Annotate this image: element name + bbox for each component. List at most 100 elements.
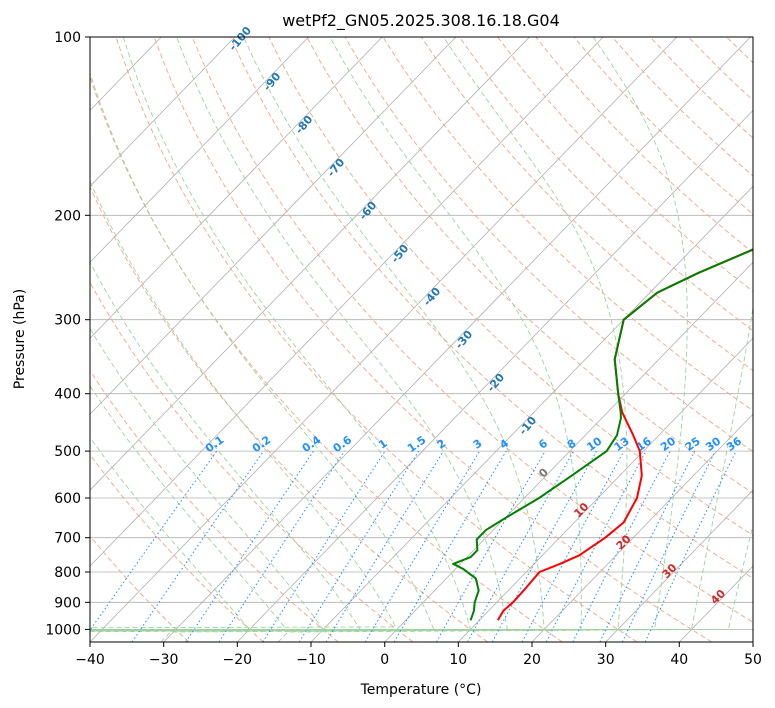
moist-adiabat-label: -10 [516, 414, 539, 438]
moist-adiabat-line [90, 37, 582, 632]
moist-adiabat-line [90, 180, 397, 629]
x-tick-label: 30 [597, 652, 615, 668]
dry-adiabat-label: 40 [708, 587, 728, 607]
mixing-ratio-line [185, 450, 314, 642]
y-tick-label: 800 [54, 565, 81, 581]
moist-adiabat-label: -70 [325, 156, 348, 180]
y-tick-label: 500 [54, 444, 81, 460]
y-tick-label: 400 [54, 387, 81, 403]
mixing-ratio-label: 2 [435, 437, 449, 452]
mixing-ratio-line [599, 450, 696, 642]
isotherm-line [90, 37, 383, 339]
moist-adiabat-line [90, 71, 435, 631]
isotherm-line [90, 37, 236, 187]
temperature-profile-line [496, 248, 753, 621]
x-tick-label: −20 [223, 652, 253, 668]
moist-adiabat-line [90, 37, 628, 632]
dry-adiabat-line [90, 185, 488, 642]
dry-adiabat-line [688, 37, 753, 101]
mixing-ratio-line [90, 450, 218, 632]
dry-adiabat-line [90, 535, 190, 642]
y-tick-label: 900 [54, 595, 81, 611]
dry-adiabat-line [344, 37, 753, 453]
chart-title: wetPf2_GN05.2025.308.16.18.G04 [282, 11, 560, 31]
mixing-ratio-line [545, 450, 647, 642]
mixing-ratio-line [325, 450, 444, 642]
isotherm-line [237, 109, 753, 642]
moist-adiabat-line [90, 37, 688, 633]
moist-adiabat-label: -90 [261, 70, 284, 94]
dry-adiabat-line [726, 37, 753, 64]
isotherm-line [605, 489, 753, 642]
isotherm-line [752, 641, 753, 642]
moist-adiabat-line [90, 436, 251, 631]
isotherm-line [458, 337, 753, 642]
moist-adiabat-label: -20 [484, 371, 507, 395]
x-tick-label: 20 [523, 652, 541, 668]
moist-adiabat-line [277, 523, 753, 642]
mixing-ratio-line [435, 450, 546, 642]
mixing-ratio-label: 0.4 [300, 433, 324, 455]
y-tick-label: 700 [54, 531, 81, 547]
isotherm-line [384, 261, 753, 642]
mixing-ratio-line [131, 450, 265, 642]
axis-ticks: −40 −30 −20 −10 0 10 20 30 40 5010020030040050060… [45, 30, 762, 668]
mixing-ratio-label: 3 [471, 437, 485, 452]
x-axis-label: Temperature (°C) [360, 682, 482, 698]
dry-adiabat-line [191, 37, 753, 623]
mixing-ratio-line [218, 450, 345, 642]
dry-adiabat-line [420, 37, 753, 372]
y-axis-label: Pressure (hPa) [12, 289, 28, 389]
dry-adiabat-line [765, 37, 775, 642]
dry-adiabat-line [153, 37, 712, 642]
mixing-ratio-label: 6 [536, 437, 550, 452]
isotherm-line [163, 37, 751, 642]
moist-adiabat-label: -40 [421, 285, 444, 309]
dry-adiabat-line [90, 369, 339, 642]
moist-adiabat-label: -50 [389, 242, 412, 266]
dry-adiabat-line [90, 281, 414, 642]
mixing-ratio-line [364, 450, 481, 642]
dry-adiabat-line [649, 37, 753, 139]
y-tick-label: 1000 [45, 622, 81, 638]
dry-adiabat-line [535, 37, 753, 254]
isotherm-line [90, 37, 678, 642]
dry-adiabat-label: 10 [571, 500, 591, 520]
mixing-ratio-label: 1.5 [405, 433, 428, 455]
x-tick-label: 10 [449, 652, 467, 668]
moist-adiabat-line [90, 385, 288, 631]
isotherm-line [531, 413, 753, 642]
dewpoint-profile-line [452, 248, 753, 621]
y-tick-label: 300 [54, 313, 81, 329]
dry-adiabat-line [90, 75, 563, 642]
moist-adiabat-label: -100 [226, 24, 254, 54]
isotherm-line [90, 37, 604, 567]
y-tick-label: 600 [54, 491, 81, 507]
moist-adiabat-label: -30 [453, 328, 476, 352]
moist-adiabat-line [90, 37, 508, 632]
dry-adiabat-line [497, 37, 753, 292]
mixing-ratio-label: 0.6 [331, 433, 355, 455]
dry-adiabat-label: 20 [614, 532, 634, 552]
x-tick-label: −10 [296, 652, 326, 668]
x-tick-label: −30 [149, 652, 179, 668]
profile-lines [452, 248, 753, 621]
mixing-ratio-label: 4 [497, 437, 511, 452]
x-tick-label: 50 [744, 652, 762, 668]
y-tick-label: 100 [54, 30, 81, 46]
y-tick-label: 200 [54, 208, 81, 224]
mixing-ratio-line [467, 450, 575, 642]
moist-adiabat-label: -60 [357, 199, 380, 223]
isotherm-line [90, 37, 309, 263]
x-tick-label: 40 [670, 652, 688, 668]
plot-frame [89, 36, 754, 643]
moist-adiabat-line [90, 37, 472, 631]
dry-adiabat-line [459, 37, 753, 332]
mixing-ratio-line [262, 450, 386, 642]
dry-adiabat-line [90, 453, 264, 642]
dry-adiabat-line [268, 37, 753, 536]
dry-adiabat-line [115, 37, 638, 642]
moist-adiabat-line [90, 37, 545, 632]
dry-adiabat-line [306, 37, 753, 494]
